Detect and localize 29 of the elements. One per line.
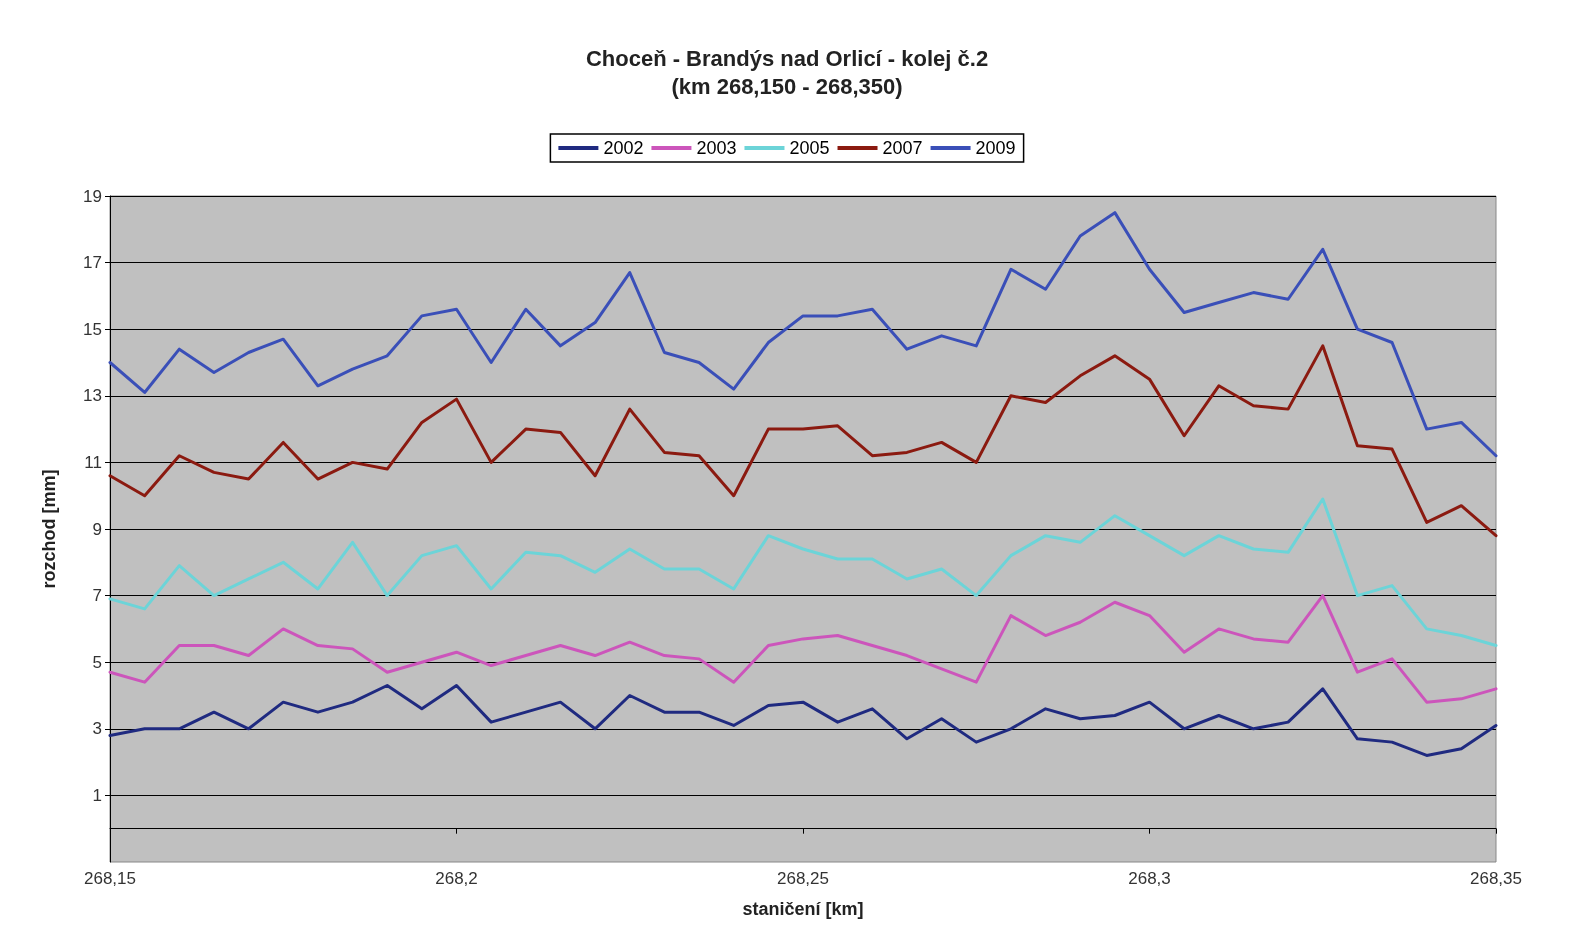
line-series xyxy=(108,497,1498,648)
x-axis-title: staničení [km] xyxy=(742,899,864,919)
x-tick-label: 268,25 xyxy=(777,869,829,888)
x-tick-label: 268,15 xyxy=(84,869,136,888)
line-series xyxy=(108,684,1498,757)
y-tick-label: 1 xyxy=(92,785,102,805)
legend-label: 2002 xyxy=(603,138,644,158)
legend-label: 2005 xyxy=(789,138,830,158)
y-tick-label: 15 xyxy=(83,319,102,339)
y-tick-label: 19 xyxy=(83,186,102,206)
chart-title: Choceň - Brandýs nad Orlicí - kolej č.2 xyxy=(585,45,989,71)
y-tick-label: 7 xyxy=(92,586,102,606)
y-tick-label: 9 xyxy=(92,519,102,539)
legend-label: 2007 xyxy=(882,138,923,158)
line-series xyxy=(108,344,1498,538)
legend-label: 2009 xyxy=(975,138,1016,158)
y-tick-label: 17 xyxy=(83,253,102,273)
x-tick-label: 268,2 xyxy=(435,869,478,888)
y-tick-label: 13 xyxy=(83,386,102,406)
x-tick-label: 268,3 xyxy=(1128,869,1171,888)
line-series xyxy=(108,211,1498,458)
chart-subtitle: (km 268,150 - 268,350) xyxy=(671,73,903,99)
line-series xyxy=(108,594,1498,704)
y-tick-label: 3 xyxy=(92,719,102,739)
x-tick-label: 268,35 xyxy=(1470,869,1522,888)
y-axis-title: rozchod [mm] xyxy=(39,469,59,589)
legend-label: 2003 xyxy=(696,138,737,158)
y-tick-label: 11 xyxy=(84,452,102,472)
y-tick-label: 5 xyxy=(92,652,102,672)
